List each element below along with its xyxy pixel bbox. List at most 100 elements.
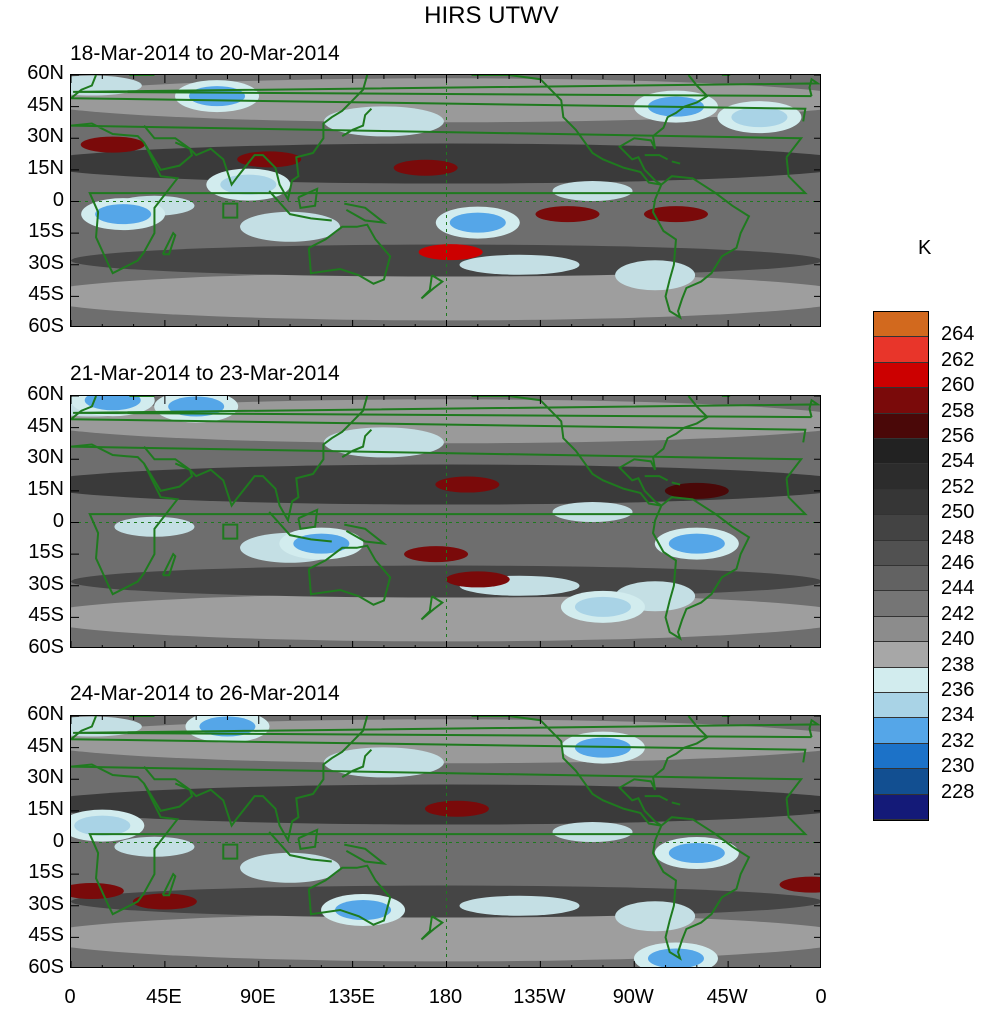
colorbar-label: 262	[941, 348, 975, 371]
y-tick-label: 15S	[28, 861, 64, 884]
coastline	[671, 160, 681, 165]
y-tick-label: 30N	[27, 125, 64, 148]
coastline	[344, 523, 388, 545]
y-tick-label: 45N	[27, 93, 64, 116]
coastline	[471, 716, 709, 827]
cool-feature	[84, 396, 141, 411]
colorbar-label: 246	[941, 552, 975, 574]
colorbar-label: 258	[941, 399, 975, 422]
panel-2-map	[70, 395, 821, 648]
colorbar-label: 250	[941, 501, 975, 524]
coastline	[420, 274, 445, 300]
coastline	[644, 154, 669, 161]
y-tick-label: 15N	[27, 477, 64, 500]
colorbar-label: 260	[941, 374, 975, 397]
colorbar-box	[874, 566, 928, 592]
y-tick-label: 15N	[27, 156, 64, 179]
y-tick-label: 60S	[28, 315, 64, 337]
colorbar-box	[874, 312, 928, 338]
region-box	[222, 202, 239, 219]
y-tick-label: 30N	[27, 446, 64, 469]
y-tick-label: 45N	[27, 414, 64, 437]
cool-feature	[95, 204, 152, 225]
colorbar-label: 238	[941, 653, 975, 676]
y-tick-label: 45S	[28, 604, 64, 627]
coastline	[268, 190, 332, 222]
colorbar-box	[874, 337, 928, 363]
pale-patch	[240, 211, 341, 242]
y-tick-label: 30S	[28, 572, 64, 595]
coastline	[651, 175, 751, 320]
colorbar-box	[874, 667, 928, 693]
warm-feature	[435, 476, 500, 493]
colorbar-box	[874, 439, 928, 465]
warm-feature	[643, 206, 708, 223]
warm-feature	[393, 159, 458, 176]
colorbar-box	[874, 413, 928, 439]
pale-patch	[459, 254, 580, 275]
y-tick-label: 15S	[28, 220, 64, 243]
panel-3-map	[70, 715, 821, 968]
cool-feature	[574, 596, 631, 617]
colorbar-label: 254	[941, 450, 975, 473]
colorbar-box	[874, 489, 928, 516]
cool-feature	[731, 107, 788, 128]
coastline	[341, 429, 373, 458]
coastline	[268, 831, 332, 863]
x-tick-label: 0	[64, 986, 76, 1008]
colorbar-box	[874, 769, 928, 795]
colorbar-unit: K	[918, 237, 932, 259]
y-tick-label: 0	[52, 509, 64, 532]
y-tick-label: 15S	[28, 541, 64, 564]
coastline	[420, 915, 445, 941]
colorbar-label: 234	[941, 704, 975, 727]
y-tick-label: 30N	[27, 766, 64, 789]
coastline	[71, 396, 807, 443]
colorbar-label: 252	[941, 475, 975, 498]
coastline	[344, 843, 388, 865]
warm-feature	[418, 244, 483, 261]
warm-feature	[132, 893, 197, 910]
coastline	[651, 496, 751, 641]
colorbar-label: 232	[941, 729, 975, 752]
colorbar-label: 264	[941, 323, 975, 346]
coastline	[341, 108, 373, 137]
pale-patch	[240, 852, 341, 883]
colorbar-box	[874, 540, 928, 566]
coastline	[268, 511, 332, 543]
y-tick-label: 60S	[28, 956, 64, 978]
colorbar-box	[874, 642, 928, 668]
warm-feature	[664, 482, 729, 499]
colorbar	[873, 311, 929, 821]
cool-feature	[647, 948, 704, 967]
colorbar-box	[874, 591, 928, 617]
coastline	[297, 508, 319, 530]
colorbar-label: 230	[941, 755, 975, 778]
pale-patch	[615, 901, 696, 932]
colorbar-label: 242	[941, 602, 975, 625]
region-box	[222, 523, 239, 540]
x-tick-label: 45W	[706, 986, 748, 1008]
coastline	[297, 828, 319, 850]
warm-feature	[80, 136, 145, 153]
colorbar-box	[874, 743, 928, 770]
pale-patch	[615, 260, 696, 291]
x-tick-label: 135E	[328, 986, 375, 1008]
coastline	[71, 716, 807, 763]
coastline	[143, 141, 194, 172]
coastline	[143, 75, 369, 203]
colorbar-label: 248	[941, 526, 975, 549]
x-tick-label: 45E	[146, 986, 182, 1008]
x-tick-label: 135W	[513, 986, 566, 1008]
coastline	[143, 396, 369, 524]
colorbar-box	[874, 794, 928, 820]
coastline	[307, 223, 392, 285]
warm-feature	[445, 571, 510, 588]
panel-2-title: 21-Mar-2014 to 23-Mar-2014	[70, 362, 340, 385]
x-tick-label: 90E	[239, 986, 276, 1008]
coastline	[161, 231, 177, 256]
cool-feature	[668, 843, 725, 864]
region-box	[222, 843, 239, 860]
warm-feature	[404, 546, 469, 563]
coastline	[143, 782, 194, 813]
